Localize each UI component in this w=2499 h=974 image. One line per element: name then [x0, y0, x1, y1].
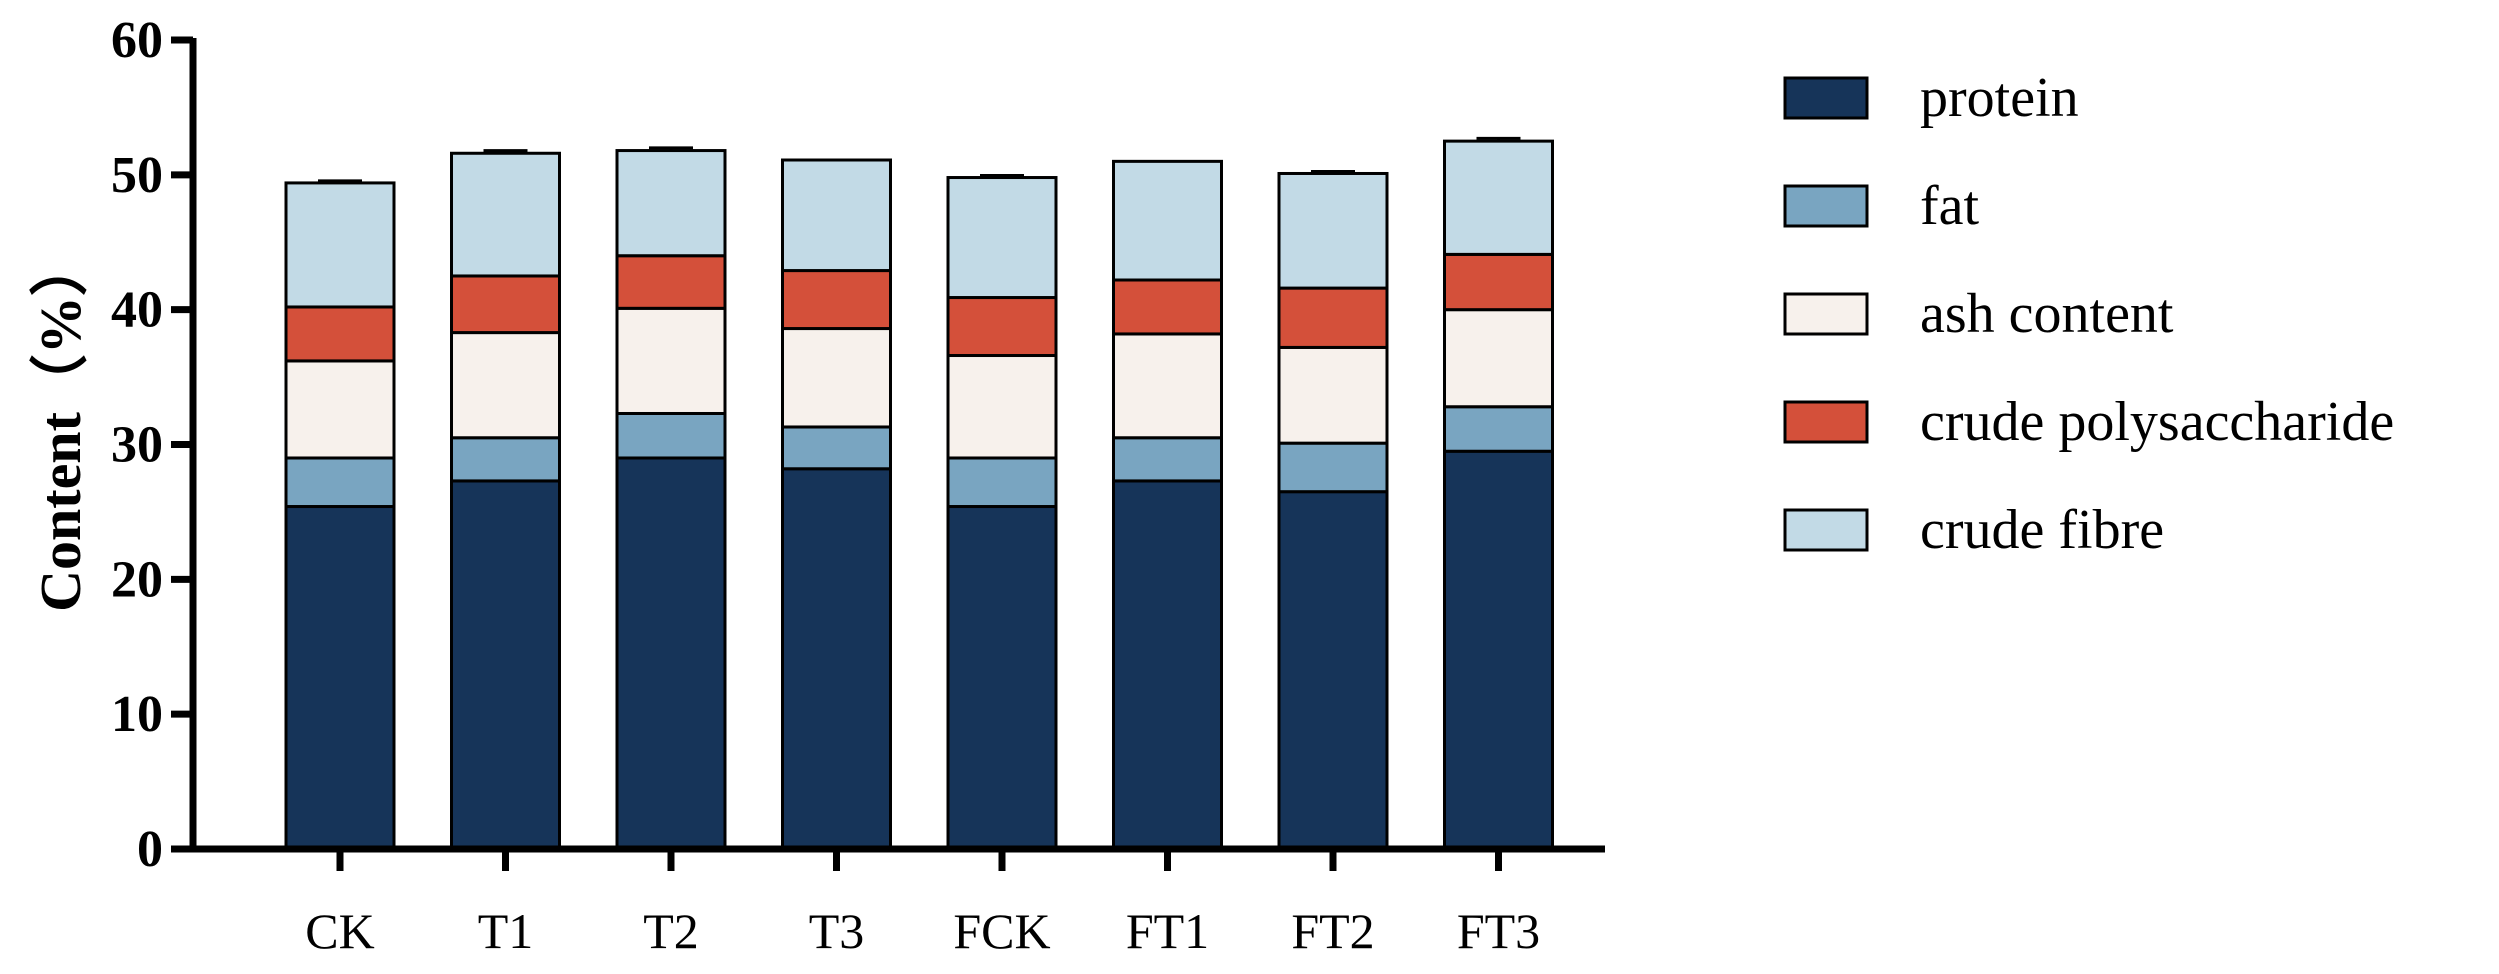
bar-segment-ash-content-T3: [781, 327, 892, 429]
legend-swatch-fat: [1783, 184, 1869, 228]
bar-segment-ash-content-FT1: [1112, 332, 1223, 440]
bar-segment-fat-T2: [615, 411, 727, 460]
bar-segment-protein-CK: [284, 505, 396, 851]
legend-label-crude-fibre: crude fibre: [1920, 499, 2164, 561]
bar-segment-fat-T1: [450, 436, 561, 483]
y-tick-label: 30: [111, 417, 163, 474]
bar-segment-crude-fibre-T1: [450, 151, 561, 278]
y-tick-label: 10: [111, 686, 163, 743]
y-tick-label: 0: [137, 821, 163, 878]
bar-segment-crude-polysaccharide-FCK: [946, 296, 1058, 358]
bar-segment-protein-T3: [781, 467, 892, 851]
bar-segment-ash-content-CK: [284, 359, 396, 460]
bar-segment-fat-FT3: [1443, 405, 1554, 453]
bar-segment-crude-polysaccharide-T3: [781, 269, 892, 331]
bar-segment-crude-fibre-FT2: [1277, 171, 1389, 290]
x-tick-label-FT2: FT2: [1291, 903, 1374, 959]
bar-segment-crude-polysaccharide-CK: [284, 305, 396, 363]
legend-swatch-crude-fibre: [1783, 508, 1869, 552]
bar-segment-protein-FT1: [1112, 479, 1223, 851]
bar-segment-protein-FT2: [1277, 490, 1389, 851]
axes-layer: 0 10 20 30 40 50 60 CK T1 T2 T3 FCK FT1 FT2 FT3 Content…: [28, 12, 1605, 959]
bar-segment-ash-content-FCK: [946, 354, 1058, 460]
bar-segment-ash-content-T1: [450, 331, 561, 440]
y-axis-title: Content（%）: [28, 238, 93, 612]
y-tick-label: 20: [111, 551, 163, 608]
legend-swatch-ash-content: [1783, 292, 1869, 336]
bar-segment-fat-FCK: [946, 456, 1058, 509]
bar-segment-crude-polysaccharide-FT1: [1112, 278, 1223, 336]
bar-segment-fat-CK: [284, 456, 396, 509]
bar-segment-crude-polysaccharide-FT2: [1277, 286, 1389, 349]
bar-segment-crude-fibre-T3: [781, 158, 892, 273]
y-tick-label: 40: [111, 282, 163, 339]
bar-segment-ash-content-FT2: [1277, 345, 1389, 445]
legend-swatch-crude-polysaccharide: [1783, 400, 1869, 444]
x-tick-label-FCK: FCK: [953, 903, 1050, 959]
legend-swatch-protein: [1783, 76, 1869, 120]
bar-segment-fat-FT2: [1277, 441, 1389, 494]
bar-segment-protein-T2: [615, 456, 727, 851]
bar-segment-ash-content-T2: [615, 306, 727, 415]
y-tick-label: 50: [111, 147, 163, 204]
bar-segment-crude-fibre-FT1: [1112, 159, 1223, 282]
bars-layer: [284, 136, 1554, 851]
legend-label-fat: fat: [1920, 175, 1980, 237]
bar-segment-protein-FT3: [1443, 449, 1554, 851]
bar-segment-crude-polysaccharide-FT3: [1443, 252, 1554, 312]
x-tick-label-T3: T3: [809, 903, 865, 959]
bar-segment-crude-fibre-T2: [615, 149, 727, 258]
bar-segment-fat-T3: [781, 425, 892, 471]
bar-segment-crude-polysaccharide-T2: [615, 254, 727, 310]
bar-segment-protein-FCK: [946, 505, 1058, 851]
bar-segment-crude-fibre-FCK: [946, 176, 1058, 300]
legend-label-protein: protein: [1920, 67, 2079, 129]
x-tick-label-CK: CK: [305, 903, 374, 959]
x-tick-label-FT1: FT1: [1126, 903, 1209, 959]
bar-segment-ash-content-FT3: [1443, 308, 1554, 409]
legend-label-crude-polysaccharide: crude polysaccharide: [1920, 391, 2394, 453]
legend: protein fat ash content crude polysaccharid…: [1783, 67, 2394, 561]
x-tick-label-T2: T2: [643, 903, 699, 959]
bar-segment-protein-T1: [450, 479, 561, 851]
legend-label-ash-content: ash content: [1920, 283, 2174, 345]
bar-segment-crude-fibre-CK: [284, 181, 396, 309]
bar-segment-crude-fibre-FT3: [1443, 139, 1554, 256]
y-tick-label: 60: [111, 12, 163, 69]
x-tick-label-T1: T1: [478, 903, 534, 959]
x-tick-label-FT3: FT3: [1457, 903, 1540, 959]
bar-segment-fat-FT1: [1112, 436, 1223, 483]
bar-segment-crude-polysaccharide-T1: [450, 274, 561, 335]
